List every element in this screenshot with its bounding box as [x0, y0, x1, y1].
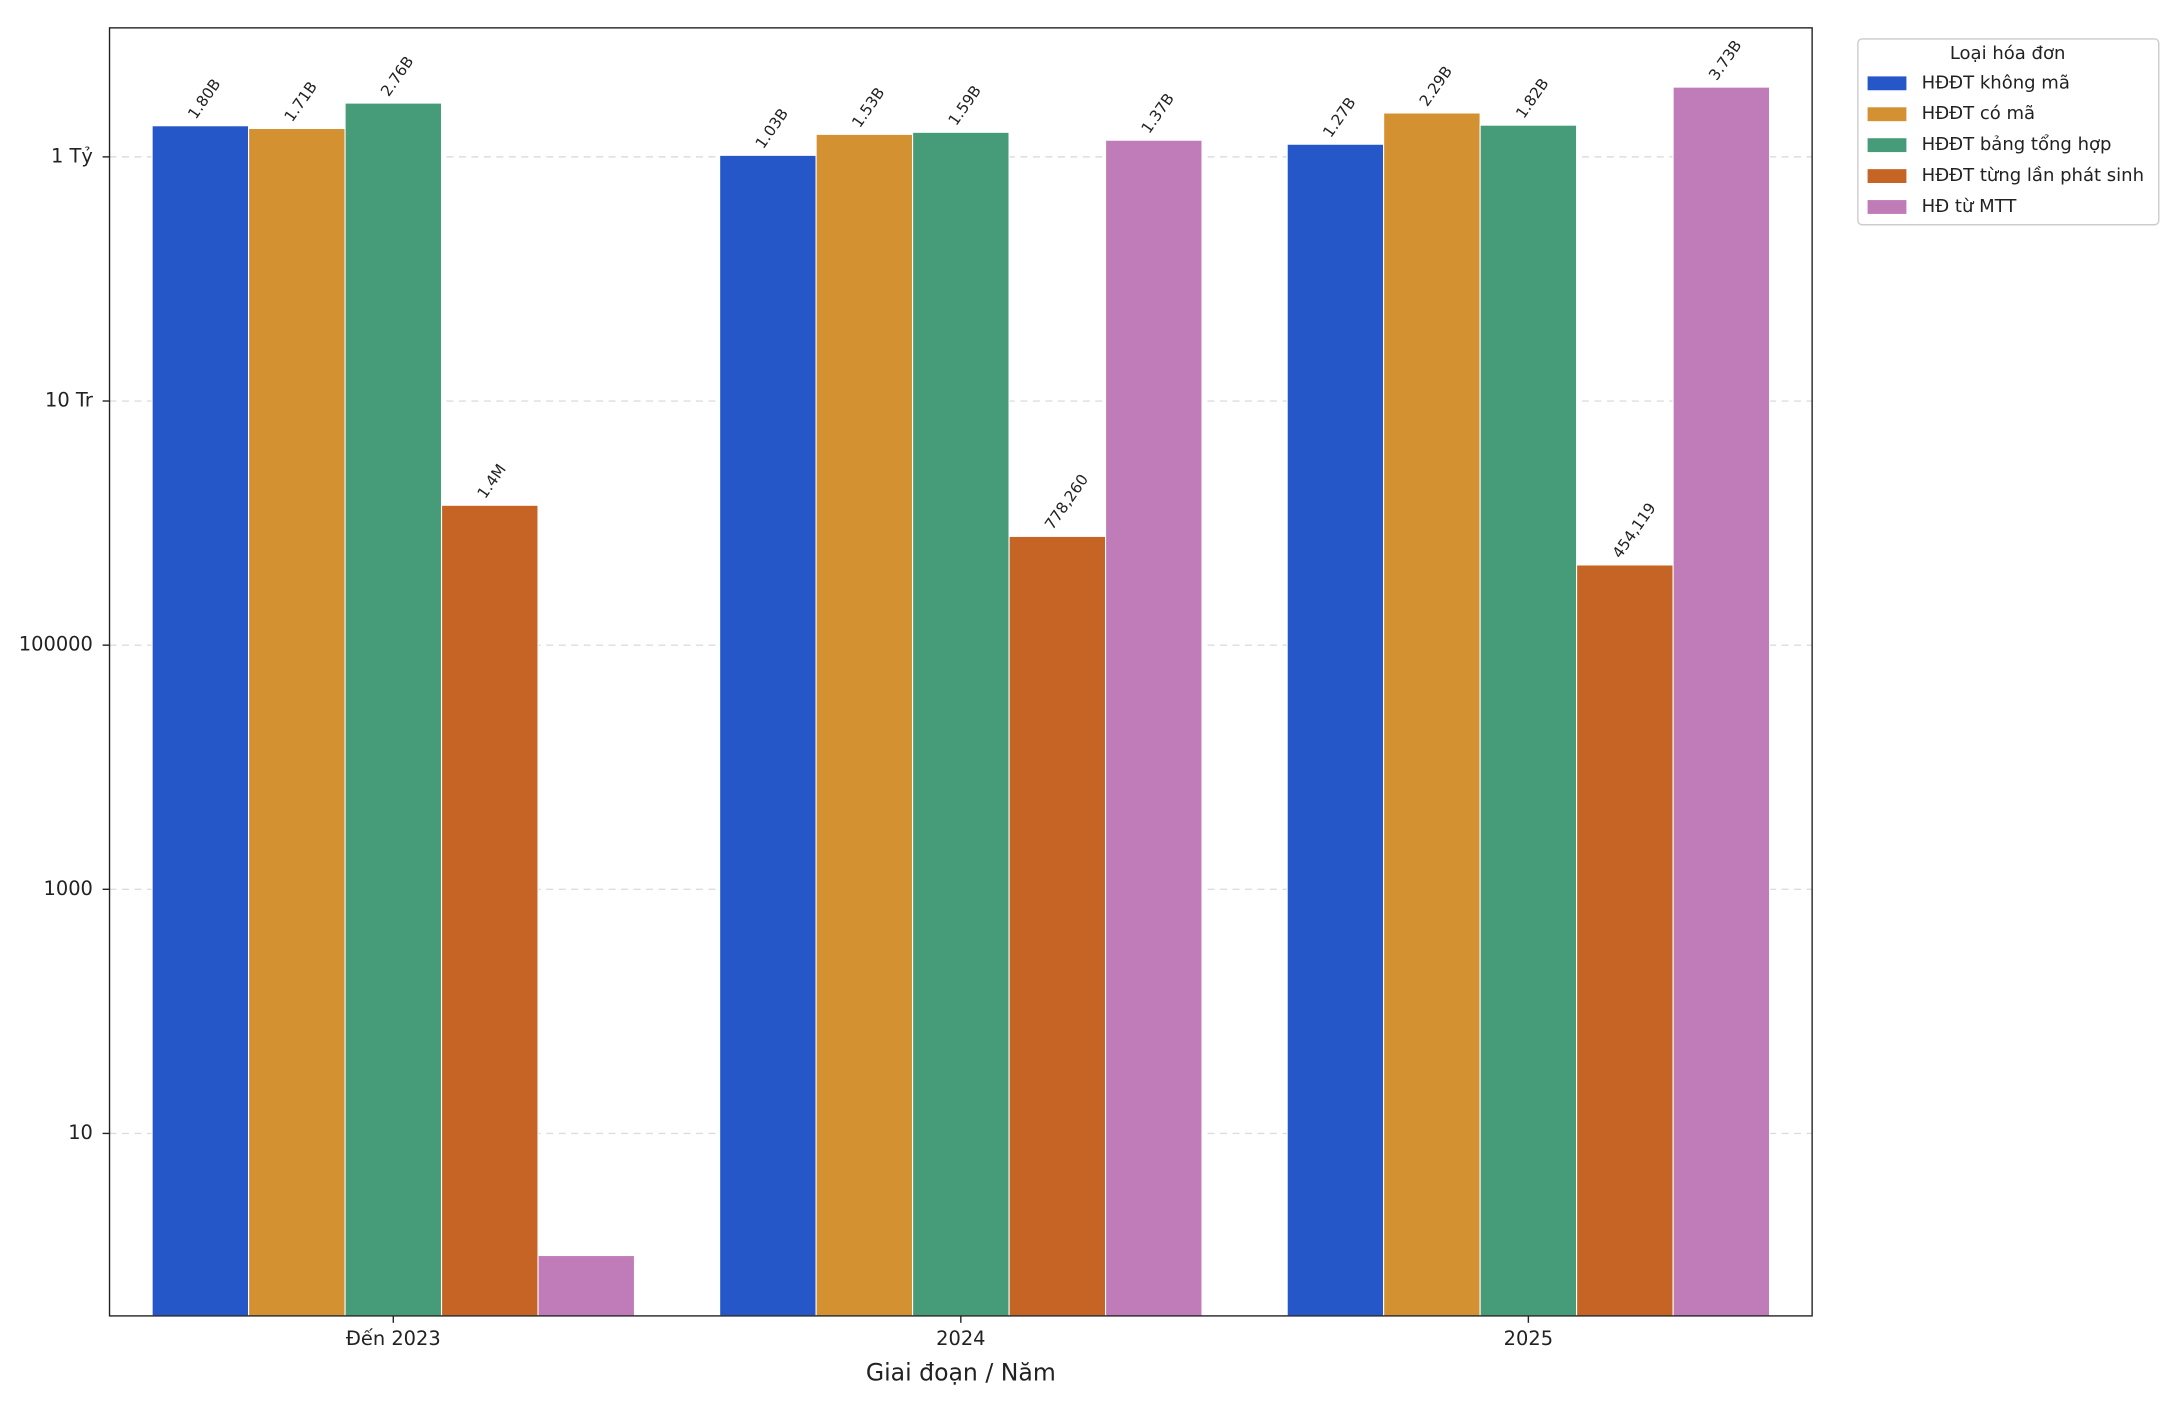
legend-swatch	[1867, 169, 1907, 184]
legend-label: HĐĐT từng lần phát sinh	[1922, 165, 2144, 186]
bar	[719, 154, 817, 1317]
y-tick-label: 10	[68, 1121, 93, 1144]
bar	[537, 1254, 636, 1317]
x-tick-label: 2024	[936, 1327, 985, 1350]
bar	[344, 102, 443, 1317]
bar	[248, 127, 346, 1317]
y-tick-label: 10 Tr	[45, 389, 93, 412]
legend-title: Loại hóa đơn	[1950, 43, 2066, 64]
legend-label: HĐĐT bảng tổng hợp	[1922, 134, 2112, 155]
bar	[1576, 564, 1674, 1317]
legend-label: HĐĐT không mã	[1922, 72, 2070, 93]
bar	[815, 133, 914, 1317]
y-tick-label: 100000	[19, 633, 93, 656]
bar	[1672, 86, 1771, 1317]
x-axis-label: Giai đoạn / Năm	[866, 1359, 1056, 1387]
x-tick-label: Đến 2023	[346, 1327, 441, 1350]
legend-swatch	[1867, 107, 1907, 122]
bar	[1383, 112, 1481, 1317]
x-tick-label: 2025	[1504, 1327, 1553, 1350]
bar	[1008, 535, 1107, 1317]
plot-frame	[108, 27, 1813, 1317]
y-tick-label: 1000	[44, 877, 93, 900]
legend-label: HĐĐT có mã	[1922, 103, 2035, 124]
bar	[1286, 143, 1385, 1317]
legend-label: HĐ từ MTT	[1922, 196, 2018, 217]
bar	[440, 504, 539, 1317]
bar	[1104, 139, 1203, 1317]
legend-box	[1857, 38, 2160, 226]
legend-swatch	[1867, 200, 1907, 214]
legend-swatch	[1867, 138, 1907, 153]
y-tick-label: 1 Tỷ	[51, 144, 93, 167]
bar	[912, 131, 1010, 1317]
bar	[151, 125, 250, 1317]
bar	[1479, 124, 1578, 1317]
legend-swatch	[1867, 76, 1907, 91]
